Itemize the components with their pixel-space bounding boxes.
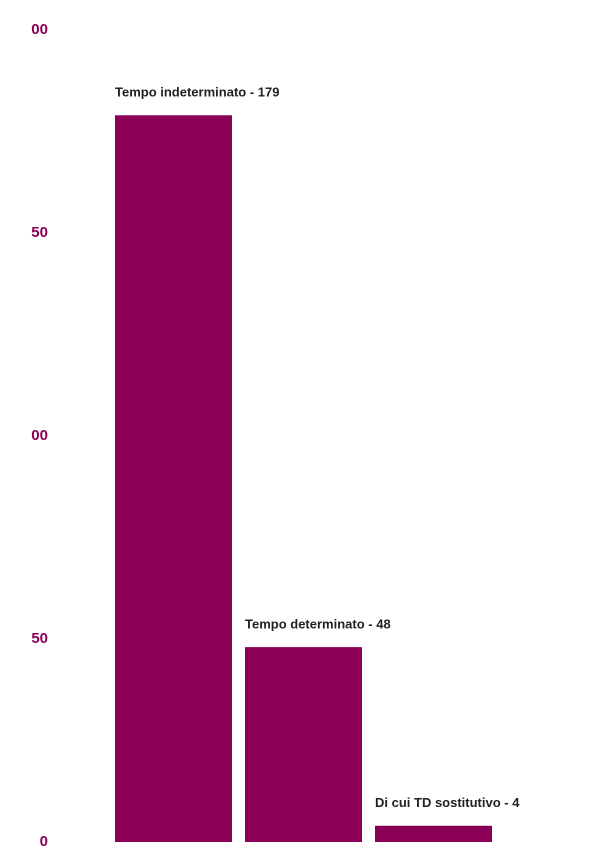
value-label: Di cui TD sostitutivo - 4	[375, 795, 520, 810]
value-label: Tempo indeterminato - 179	[115, 85, 279, 100]
bar	[115, 115, 232, 842]
y-tick-label: 50	[31, 630, 48, 647]
y-tick-label: 150	[23, 224, 48, 241]
y-axis: 0 50 100 150 200	[23, 21, 48, 850]
value-label: Tempo determinato - 48	[245, 617, 391, 632]
bar	[375, 825, 492, 842]
y-tick-label: 200	[23, 21, 48, 38]
y-tick-label: 100	[23, 427, 48, 444]
bar	[245, 647, 362, 842]
y-tick-label: 0	[40, 833, 48, 850]
